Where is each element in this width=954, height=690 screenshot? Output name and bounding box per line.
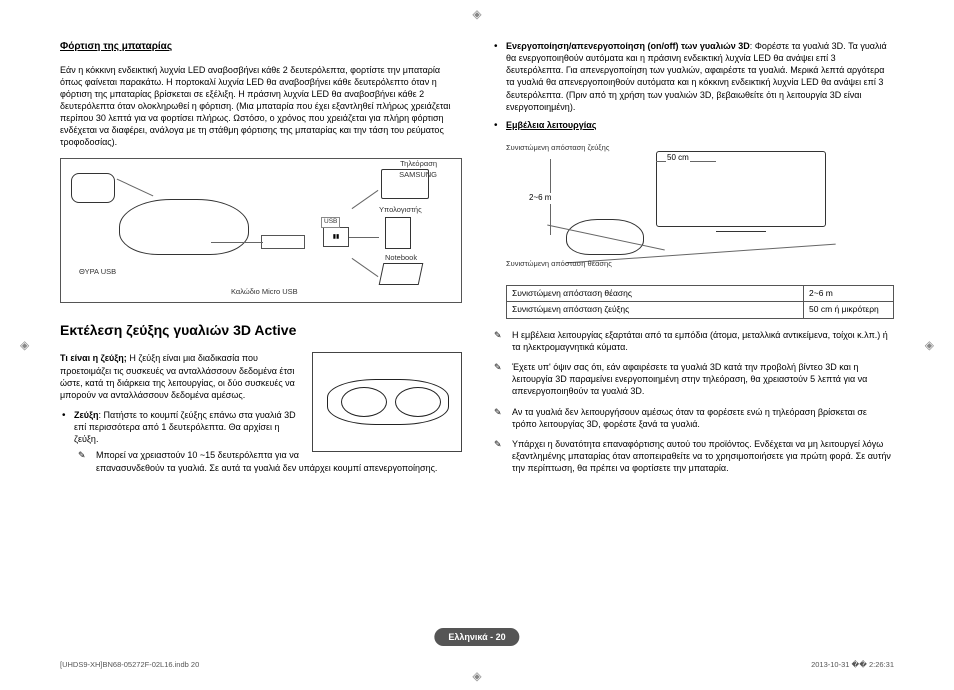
- label-micro-usb: Καλώδιο Micro USB: [231, 287, 298, 297]
- table-row: Συνιστώμενη απόσταση θέασης 2~6 m: [507, 285, 894, 301]
- label-notebook: Notebook: [385, 253, 417, 263]
- bullet-range-label: Εμβέλεια λειτουργίας: [506, 120, 596, 130]
- line-to-pc: [349, 237, 379, 238]
- sub-pairing-note: Μπορεί να χρειαστούν 10 ~15 δευτερόλεπτα…: [96, 449, 462, 473]
- glasses-outline: [119, 199, 249, 255]
- note-4: Υπάρχει η δυνατότητα επαναφόρτισης αυτού…: [512, 438, 894, 474]
- pairing-q-label: Τι είναι η ζεύξη;: [60, 353, 127, 363]
- line-to-tv: [352, 190, 379, 209]
- crop-mark-left: ◈: [20, 337, 29, 353]
- crop-mark-top: ◈: [472, 6, 481, 22]
- range-table: Συνιστώμενη απόσταση θέασης 2~6 m Συνιστ…: [506, 285, 894, 319]
- figure-operating-range: Συνιστώμενη απόσταση ζεύξης 50 cm 2~6 m: [506, 141, 894, 271]
- label-rec-pair-top: Συνιστώμενη απόσταση ζεύξης: [506, 143, 609, 153]
- row1-val: 2~6 m: [804, 285, 894, 301]
- detail-leader-line: [117, 179, 154, 197]
- pairing-heading: Εκτέλεση ζεύξης γυαλιών 3D Active: [60, 321, 462, 340]
- page-number-pill: Ελληνικά - 20: [434, 628, 519, 646]
- table-row: Συνιστώμενη απόσταση ζεύξης 50 cm ή μικρ…: [507, 302, 894, 318]
- page-content: Φόρτιση της μπαταρίας Εάν η κόκκινη ενδε…: [0, 0, 954, 502]
- note-3: Αν τα γυαλιά δεν λειτουργήσουν αμέσως ότ…: [512, 406, 894, 430]
- pairing-subnotes: Μπορεί να χρειαστούν 10 ~15 δευτερόλεπτα…: [74, 449, 462, 473]
- bullet-onoff-text: : Φορέστε τα γυαλιά 3D. Τα γυαλιά θα ενε…: [506, 41, 887, 112]
- pairing-block: Τι είναι η ζεύξη; Η ζεύξη είναι μια διαδ…: [60, 352, 462, 479]
- label-usb-port: ΘΥΡΑ USB: [79, 267, 116, 277]
- left-column: Φόρτιση της μπαταρίας Εάν η κόκκινη ενδε…: [60, 40, 462, 482]
- pairing-bullets: Ζεύξη: Πατήστε το κουμπί ζεύξης επάνω στ…: [60, 409, 462, 474]
- monitor-stand: [716, 231, 766, 232]
- footer-file: [UHDS9-XH]BN68-05272F-02L16.indb 20: [60, 660, 199, 670]
- bullet-onoff-label: Ενεργοποίηση/απενεργοποίηση (on/off) των…: [506, 41, 750, 51]
- print-footer: [UHDS9-XH]BN68-05272F-02L16.indb 20 2013…: [60, 660, 894, 670]
- bullet-pairing-text: : Πατήστε το κουμπί ζεύξης επάνω στα γυα…: [74, 410, 296, 444]
- label-rec-view-bottom: Συνιστώμενη απόσταση θέασης: [506, 259, 612, 269]
- dim-26m-label: 2~6 m: [528, 193, 552, 204]
- label-tv: Τηλεόραση SAMSUNG: [381, 159, 437, 179]
- laptop-box: [379, 263, 424, 285]
- line-to-notebook: [352, 258, 379, 277]
- footer-timestamp: 2013-10-31 �� 2:26:31: [811, 660, 894, 670]
- label-pc: Υπολογιστής: [379, 205, 422, 215]
- bullet-pairing: Ζεύξη: Πατήστε το κουμπί ζεύξης επάνω στ…: [74, 409, 462, 474]
- cable-line-1: [211, 242, 263, 243]
- usb-plug: [261, 235, 305, 249]
- note-2: Έχετε υπ' όψιν σας ότι, εάν αφαιρέσετε τ…: [512, 361, 894, 397]
- row2-val: 50 cm ή μικρότερη: [804, 302, 894, 318]
- glasses-port-detail: [71, 173, 115, 203]
- row1-label: Συνιστώμενη απόσταση θέασης: [507, 285, 804, 301]
- bullet-range: Εμβέλεια λειτουργίας Συνιστώμενη απόστασ…: [506, 119, 894, 319]
- charging-paragraph: Εάν η κόκκινη ενδεικτική λυχνία LED αναβ…: [60, 64, 462, 149]
- right-column: Ενεργοποίηση/απενεργοποίηση (on/off) των…: [492, 40, 894, 482]
- label-usb-hub: USB: [321, 217, 340, 228]
- crop-mark-bottom: ◈: [472, 668, 481, 684]
- crop-mark-right: ◈: [925, 337, 934, 353]
- usb-hub-box: ▮▮: [323, 227, 349, 247]
- right-notes: Η εμβέλεια λειτουργίας εξαρτάται από τα …: [492, 329, 894, 474]
- right-bullets: Ενεργοποίηση/απενεργοποίηση (on/off) των…: [492, 40, 894, 319]
- row2-label: Συνιστώμενη απόσταση ζεύξης: [507, 302, 804, 318]
- bullet-onoff: Ενεργοποίηση/απενεργοποίηση (on/off) των…: [506, 40, 894, 113]
- bullet-pairing-label: Ζεύξη: [74, 410, 99, 420]
- pc-box: [385, 217, 411, 249]
- note-1: Η εμβέλεια λειτουργίας εξαρτάται από τα …: [512, 329, 894, 353]
- dim-50cm-label: 50 cm: [666, 153, 690, 164]
- charging-title: Φόρτιση της μπαταρίας: [60, 40, 462, 54]
- figure-usb-charging: ΘΥΡΑ USB Καλώδιο Micro USB ▮▮ USB Τηλεόρ…: [60, 158, 462, 303]
